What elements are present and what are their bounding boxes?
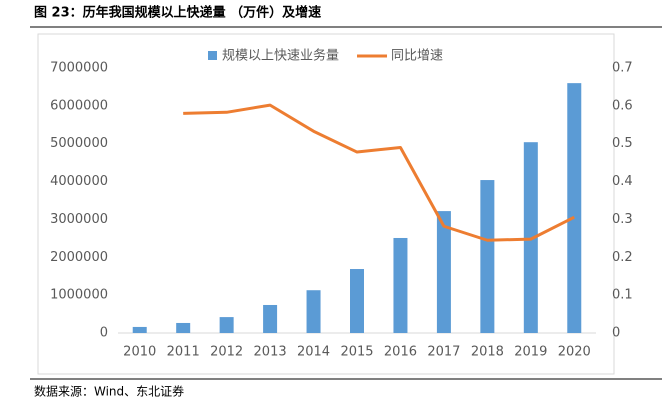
bar — [263, 304, 278, 333]
x-tick-label: 2011 — [167, 345, 200, 360]
y2-tick-label: 0.5 — [612, 136, 633, 151]
chart-title: 图 23：历年我国规模以上快递量 （万件）及增速 — [34, 5, 321, 21]
y-tick-label: 1000000 — [50, 288, 108, 303]
y-tick-label: 4000000 — [50, 174, 108, 189]
bar — [480, 180, 495, 333]
y-tick-label: 6000000 — [50, 98, 108, 113]
y-tick-label: 3000000 — [50, 212, 108, 227]
x-tick-label: 2012 — [210, 345, 243, 360]
bar — [350, 269, 364, 333]
y2-tick-label: 0.7 — [612, 61, 633, 76]
y2-tick-label: 0 — [612, 326, 620, 341]
y2-tick-label: 0.4 — [612, 174, 633, 189]
x-tick-label: 2017 — [427, 345, 460, 360]
y2-tick-label: 0.2 — [612, 250, 633, 265]
y2-tick-label: 0.6 — [612, 98, 633, 113]
bar — [132, 326, 147, 333]
x-tick-label: 2018 — [471, 345, 504, 360]
bar — [393, 237, 408, 333]
legend-label: 同比增速 — [391, 49, 443, 64]
legend-swatch — [208, 51, 217, 60]
chart-frame — [37, 33, 615, 375]
source: 数据来源：Wind、东北证券 — [34, 384, 184, 399]
x-tick-label: 2020 — [558, 345, 591, 360]
x-tick-label: 2016 — [384, 345, 417, 360]
y2-tick-label: 0.1 — [612, 288, 633, 303]
x-tick-label: 2010 — [123, 345, 156, 360]
x-tick-label: 2013 — [254, 345, 287, 360]
y-tick-label: 2000000 — [50, 250, 108, 265]
y-tick-label: 0 — [100, 326, 108, 341]
bar — [219, 317, 234, 333]
bar — [176, 322, 191, 333]
bar — [306, 290, 321, 333]
legend-label: 规模以上快速业务量 — [222, 48, 339, 64]
bar — [436, 211, 451, 333]
x-tick-label: 2015 — [340, 345, 373, 360]
x-tick-label: 2019 — [514, 345, 547, 360]
y2-tick-label: 0.3 — [612, 212, 633, 227]
y-tick-label: 7000000 — [50, 61, 108, 76]
y-tick-label: 5000000 — [50, 136, 108, 151]
bar — [567, 83, 582, 334]
x-tick-label: 2014 — [297, 345, 330, 360]
line — [183, 103, 575, 242]
